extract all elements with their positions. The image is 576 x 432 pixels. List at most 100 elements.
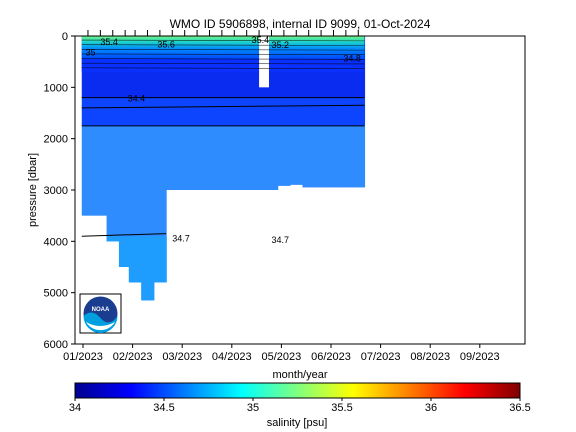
profile-column-mid <box>178 97 192 126</box>
profile-column-mid <box>106 97 120 126</box>
surface-layer-deep <box>81 59 365 72</box>
contour-label: 35.6 <box>157 40 175 50</box>
profile-column-mid <box>141 97 155 126</box>
colorbar-tick-label: 36 <box>425 402 437 414</box>
profile-column-deep <box>240 125 254 190</box>
contour-line-surface <box>81 53 365 56</box>
profile-column-mid <box>190 97 204 126</box>
profile-column-deep <box>302 125 316 188</box>
y-tick-label: 0 <box>62 31 68 43</box>
profile-column-mid <box>302 97 316 126</box>
surface-layer-band <box>81 36 365 60</box>
profile-column-mid <box>290 97 304 126</box>
profile-column-deep <box>290 125 304 185</box>
profile-column-deep <box>277 125 291 186</box>
contour-line-surface <box>81 62 365 65</box>
contour-line-surface <box>81 49 365 51</box>
contour-line <box>81 104 365 109</box>
y-tick-label: 3000 <box>44 185 68 197</box>
data-gap <box>259 36 269 88</box>
profile-column-mid <box>166 97 180 126</box>
profile-column-deep <box>228 125 242 190</box>
y-axis-label: pressure [dbar] <box>27 153 39 227</box>
x-tick-label: 02/2023 <box>113 351 153 363</box>
profile-column-deep <box>178 125 192 190</box>
colorbar-tick-label: 34.5 <box>153 402 174 414</box>
profile-column-mid <box>352 97 366 126</box>
profile-column-deep <box>327 125 341 188</box>
contour-label: 35 <box>85 47 95 57</box>
contour-label: 34.7 <box>172 234 190 244</box>
profile-column-deep <box>106 125 120 242</box>
contour-line-surface <box>81 44 365 46</box>
profile-column-mid <box>277 97 291 126</box>
contour-label: 34.7 <box>271 235 289 245</box>
profile-column-abyssal <box>128 236 142 283</box>
y-axis: 0 1000 2000 3000 4000 5000 6000 <box>44 31 75 351</box>
x-tick-label: 05/2023 <box>262 351 302 363</box>
profile-column-deep <box>118 125 132 267</box>
profile-column-abyssal <box>106 236 120 242</box>
x-axis: 01/2023 02/2023 03/2023 04/2023 05/2023 06/20… <box>63 30 500 363</box>
profile-column-deep <box>314 125 328 188</box>
x-axis-label: month/year <box>272 369 327 381</box>
noaa-logo-text: NOAA <box>92 307 110 313</box>
x-tick-label: 08/2023 <box>410 351 450 363</box>
contour-label: 35.2 <box>271 40 289 50</box>
profile-column-mid <box>153 97 167 126</box>
profile-column-mid <box>118 97 132 126</box>
profile-column-mid <box>94 97 108 126</box>
contour-line-surface <box>81 67 365 69</box>
contour-line-surface <box>81 58 365 60</box>
y-tick-label: 5000 <box>44 288 68 300</box>
colorbar <box>74 382 521 399</box>
profile-column-deep <box>81 125 95 216</box>
x-tick-label: 03/2023 <box>162 351 202 363</box>
contour-label: 35.4 <box>252 35 270 45</box>
colorbar-tick-label: 36.5 <box>509 402 530 414</box>
colorbar-label: salinity [psu] <box>267 417 328 429</box>
profile-column-mid <box>252 97 266 126</box>
colorbar-tick-label: 34 <box>69 402 81 414</box>
y-tick-label: 6000 <box>44 339 68 351</box>
profile-column-mid <box>339 97 353 126</box>
profile-column-mid <box>128 97 142 126</box>
x-tick-label: 07/2023 <box>361 351 401 363</box>
surface-layer <box>81 36 365 88</box>
contour-line-surface <box>81 39 365 42</box>
profile-column-deep <box>94 125 108 216</box>
y-tick-label: 2000 <box>44 134 68 146</box>
profile-column-deep <box>166 125 180 190</box>
colorbar-tick-label: 35.5 <box>331 402 352 414</box>
profile-column-mid <box>203 97 217 126</box>
profile-column-mid <box>265 97 279 126</box>
profile-column-deep <box>265 125 279 190</box>
profile-column-mid <box>228 97 242 126</box>
y-tick-label: 1000 <box>44 82 68 94</box>
contour-label: 35.4 <box>100 37 118 47</box>
profile-columns <box>81 36 366 301</box>
profile-column-deep <box>203 125 217 190</box>
noaa-logo: NOAA <box>79 293 122 334</box>
profile-column-mid <box>314 97 328 126</box>
contour-label: 34.8 <box>343 54 361 64</box>
profile-column-deep <box>339 125 353 188</box>
profile-column-mid <box>240 97 254 126</box>
x-tick-label: 04/2023 <box>212 351 252 363</box>
y-tick-label: 4000 <box>44 236 68 248</box>
profile-column-deep <box>190 125 204 190</box>
x-tick-label: 06/2023 <box>311 351 351 363</box>
colorbar-ticks: 34 34.5 35 35.5 36 36.5 <box>69 398 531 414</box>
x-tick-label: 09/2023 <box>460 351 500 363</box>
profile-column-deep <box>252 125 266 190</box>
x-tick-label: 01/2023 <box>63 351 103 363</box>
profile-column-mid <box>81 97 95 126</box>
contour-label: 34.4 <box>128 94 146 104</box>
contour-line <box>81 233 167 237</box>
contour-lines <box>81 39 365 237</box>
profile-column-mid <box>327 97 341 126</box>
profile-column-deep <box>352 125 366 188</box>
